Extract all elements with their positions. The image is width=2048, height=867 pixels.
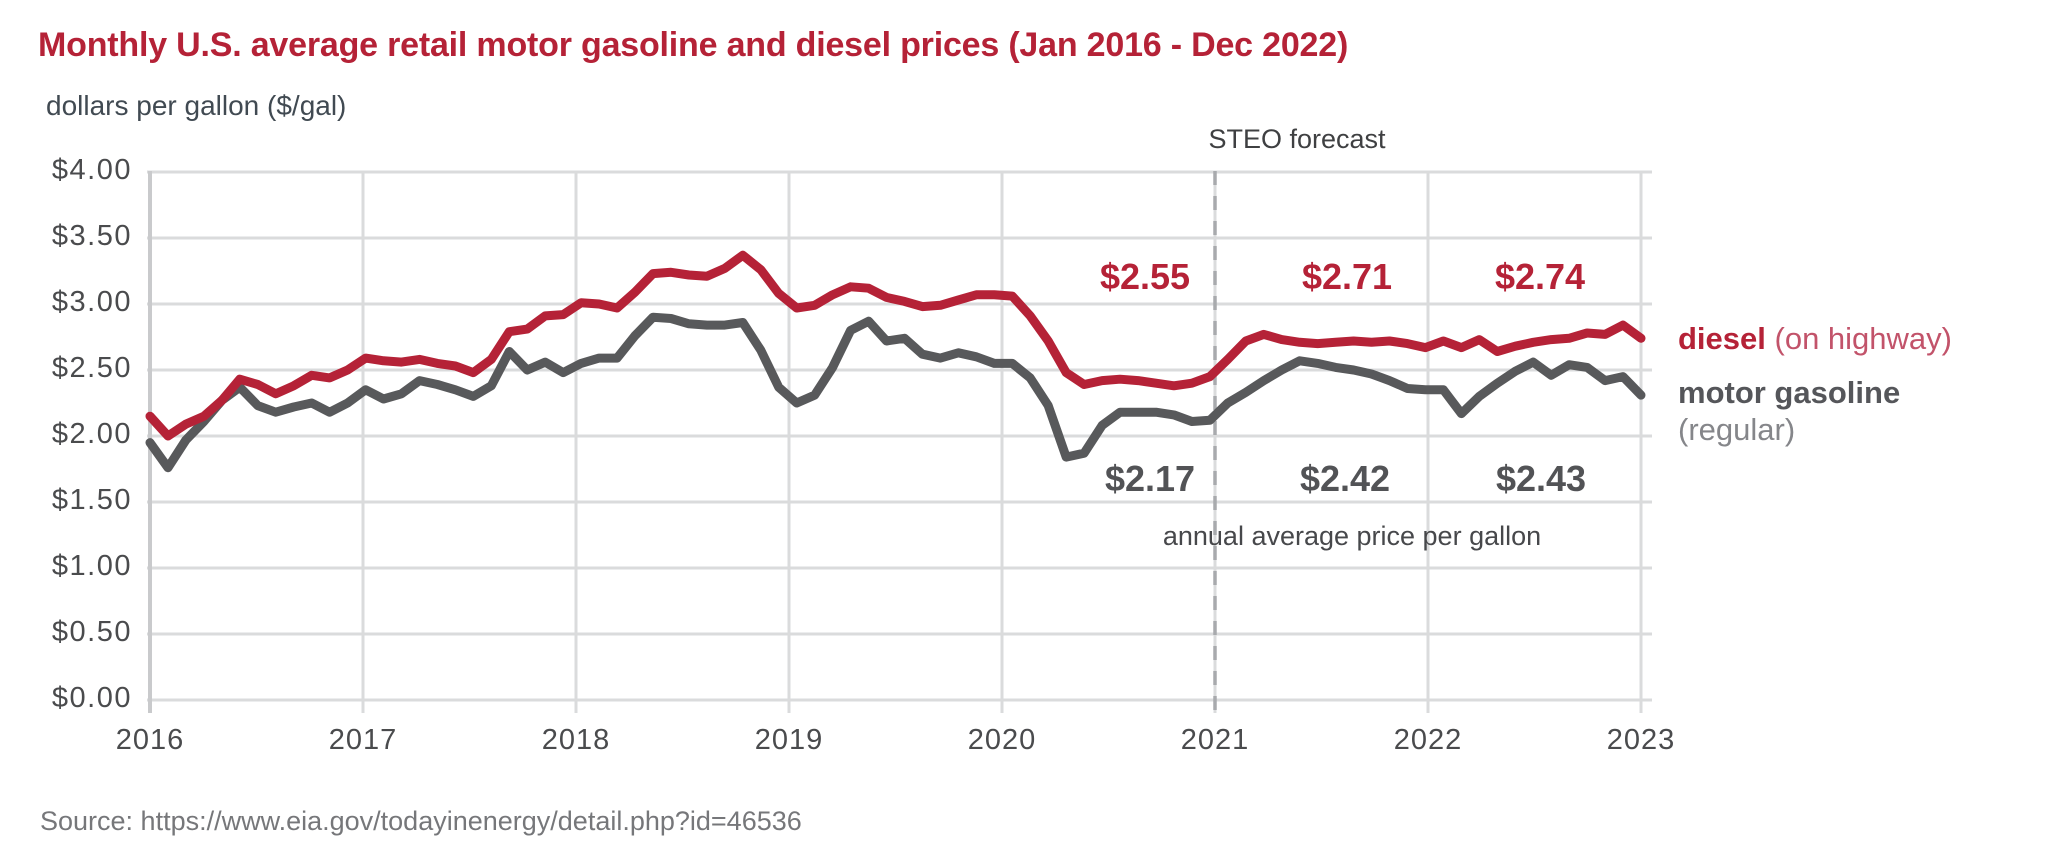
gasoline-avg-2020: $2.17 bbox=[1104, 458, 1196, 499]
x-tick-label: 2017 bbox=[328, 724, 398, 756]
chart-title: Monthly U.S. average retail motor gasoli… bbox=[38, 26, 1349, 64]
annual-average-caption: annual average price per gallon bbox=[1162, 521, 1542, 551]
y-tick-label: $4.00 bbox=[51, 154, 132, 186]
legend-diesel: diesel (on highway) bbox=[1678, 321, 1952, 357]
diesel-avg-2022: $2.74 bbox=[1494, 256, 1586, 297]
legend-gasoline: motor gasoline (regular) bbox=[1678, 374, 1900, 448]
gridlines bbox=[147, 170, 1652, 713]
y-tick-label: $1.00 bbox=[51, 550, 132, 582]
diesel-avg-2021: $2.71 bbox=[1301, 256, 1393, 297]
x-tick-label: 2021 bbox=[1180, 724, 1250, 756]
gasoline-avg-2021: $2.42 bbox=[1299, 458, 1391, 499]
x-tick-label: 2018 bbox=[541, 724, 611, 756]
source-line: Source: https://www.eia.gov/todayinenerg… bbox=[40, 806, 802, 836]
legend-gasoline-name: motor gasoline bbox=[1678, 375, 1901, 410]
diesel-line bbox=[145, 250, 1646, 441]
y-tick-label: $2.50 bbox=[51, 352, 132, 384]
x-tick-label: 2016 bbox=[115, 724, 185, 756]
x-tick-label: 2019 bbox=[754, 724, 824, 756]
y-tick-label: $3.00 bbox=[51, 286, 132, 318]
legend-diesel-name: diesel bbox=[1678, 321, 1766, 356]
y-tick-label: $1.50 bbox=[51, 484, 132, 516]
forecast-label: STEO forecast bbox=[1208, 124, 1386, 154]
y-tick-label: $0.50 bbox=[51, 616, 132, 648]
x-tick-label: 2022 bbox=[1393, 724, 1463, 756]
diesel-avg-2020: $2.55 bbox=[1099, 256, 1191, 297]
legend-gasoline-qualifier: (regular) bbox=[1678, 412, 1796, 447]
chart-units-subtitle: dollars per gallon ($/gal) bbox=[46, 90, 347, 121]
data-series bbox=[145, 250, 1646, 473]
y-tick-label: $3.50 bbox=[51, 220, 132, 252]
y-tick-label: $0.00 bbox=[51, 682, 132, 714]
gasoline-line bbox=[145, 312, 1646, 473]
gasoline-avg-2022: $2.43 bbox=[1495, 458, 1587, 499]
x-tick-label: 2023 bbox=[1606, 724, 1676, 756]
y-tick-label: $2.00 bbox=[51, 418, 132, 450]
legend-diesel-qualifier: (on highway) bbox=[1765, 321, 1952, 356]
x-tick-label: 2020 bbox=[967, 724, 1037, 756]
